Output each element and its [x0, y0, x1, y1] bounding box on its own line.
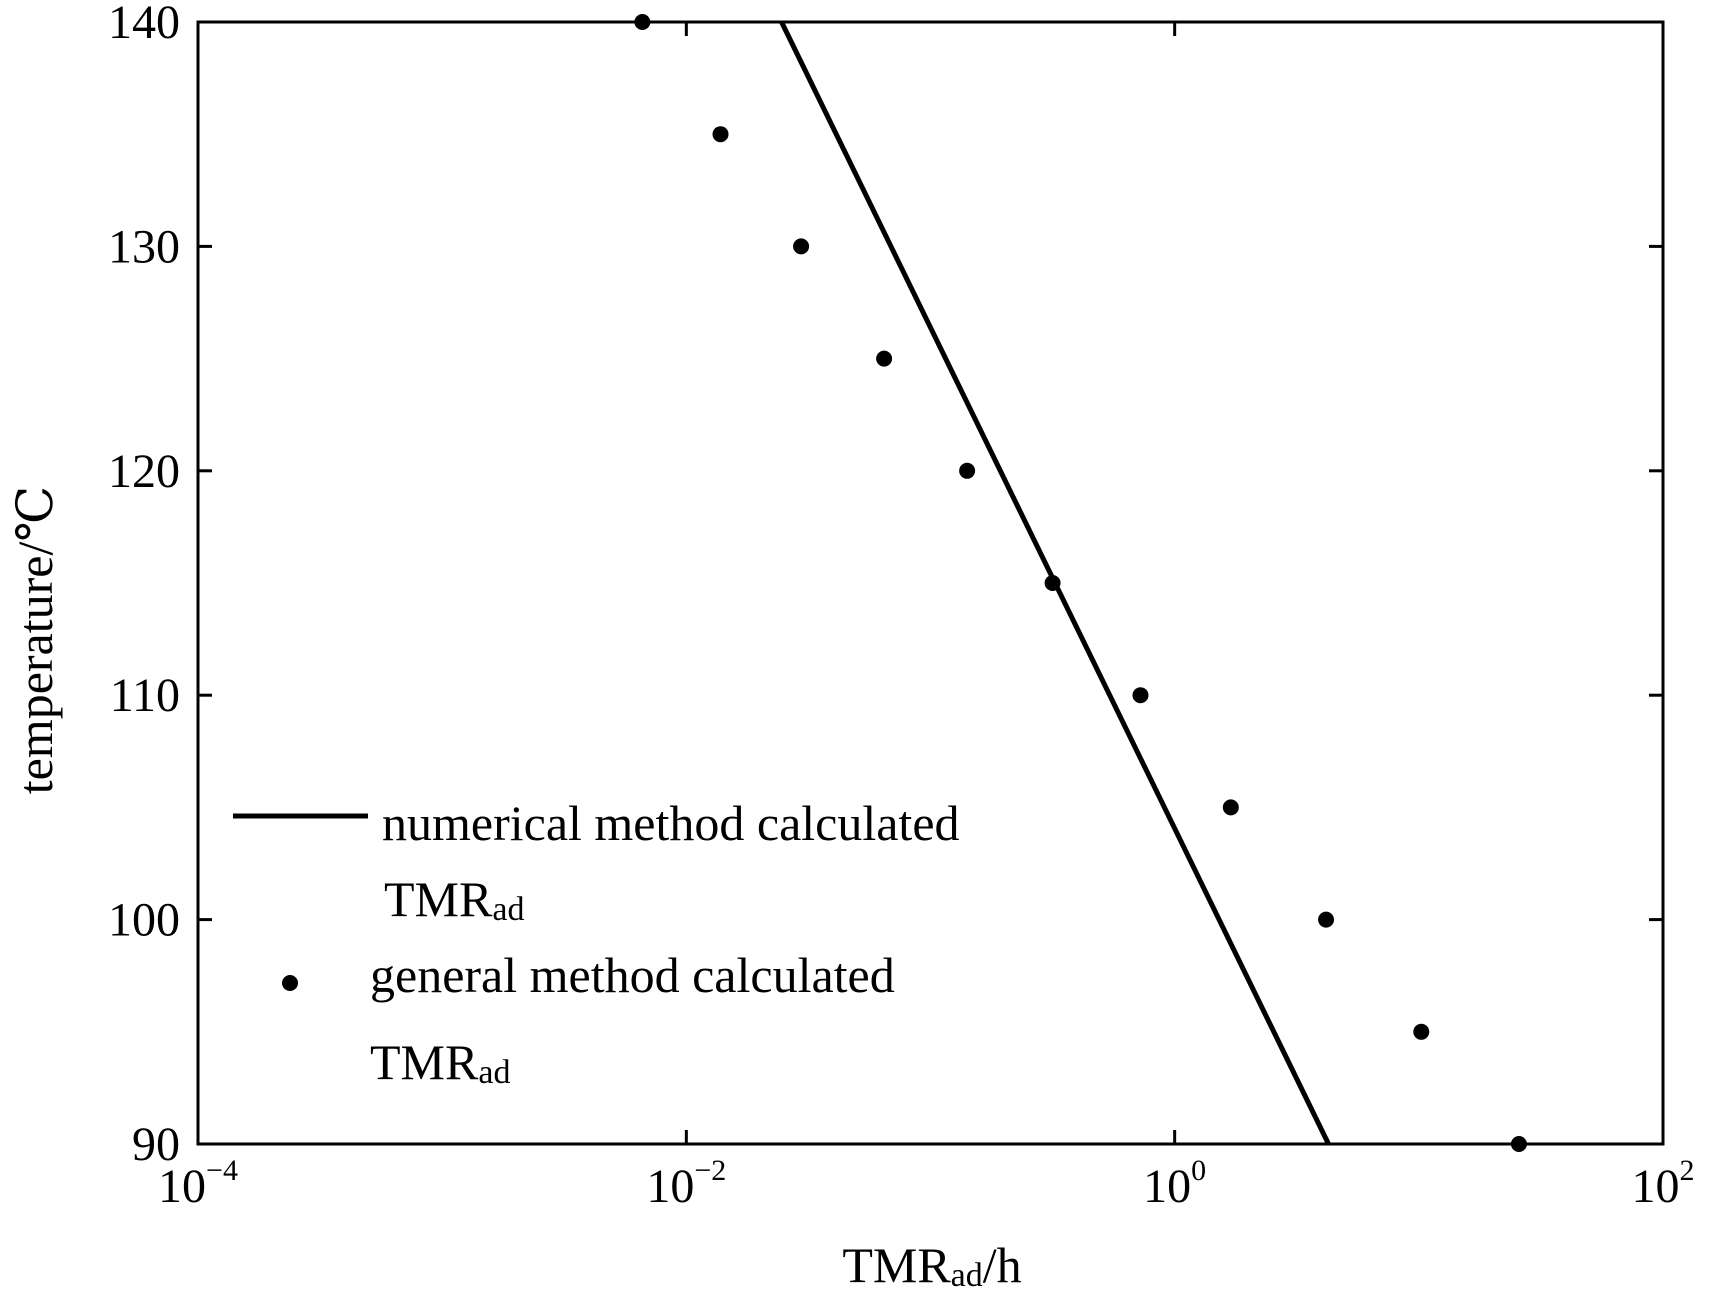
- scatter-point-general: [959, 462, 976, 479]
- legend-dot-marker: [282, 975, 298, 991]
- scatter-point-general: [1044, 575, 1061, 591]
- y-tick-labels: 90 100 110 120 130 140: [108, 0, 180, 1171]
- scatter-point-general: [1318, 911, 1335, 928]
- scatter-point-general: [1413, 1023, 1430, 1040]
- y-tick-label: 100: [108, 894, 180, 947]
- x-tick-labels: 10−4 10−2 100 102: [158, 1154, 1694, 1213]
- legend-label-general-tmr: TMRad: [370, 1034, 510, 1091]
- x-tick-label: 102: [1632, 1154, 1695, 1213]
- y-tick-label: 90: [132, 1118, 180, 1171]
- series-layer: [634, 14, 1527, 1152]
- scatter-point-general: [876, 350, 893, 367]
- plot-frame: [196, 20, 1665, 1146]
- legend-label-numerical: numerical method calculated: [382, 795, 960, 851]
- legend: numerical method calculated TMRad genera…: [233, 795, 960, 1091]
- y-axis-title: temperature/℃: [7, 486, 63, 795]
- scatter-point-general: [634, 14, 651, 30]
- axis-ticks: [196, 20, 1665, 1146]
- scatter-point-general: [1510, 1136, 1527, 1152]
- legend-label-numerical-tmr: TMRad: [384, 871, 524, 928]
- x-tick-label: 100: [1143, 1154, 1206, 1213]
- x-axis-title: TMRad/h: [842, 1237, 1021, 1291]
- scatter-point-general: [1132, 687, 1149, 704]
- scatter-point-general: [793, 238, 810, 255]
- y-tick-label: 120: [108, 445, 180, 498]
- y-tick-label: 110: [110, 669, 180, 722]
- y-tick-label: 130: [108, 220, 180, 273]
- x-tick-label: 10−4: [158, 1154, 238, 1213]
- scatter-point-general: [1222, 799, 1239, 816]
- scatter-point-general: [712, 126, 729, 143]
- x-tick-label: 10−2: [646, 1154, 726, 1213]
- y-tick-label: 140: [108, 0, 180, 49]
- legend-label-general: general method calculated: [370, 947, 895, 1003]
